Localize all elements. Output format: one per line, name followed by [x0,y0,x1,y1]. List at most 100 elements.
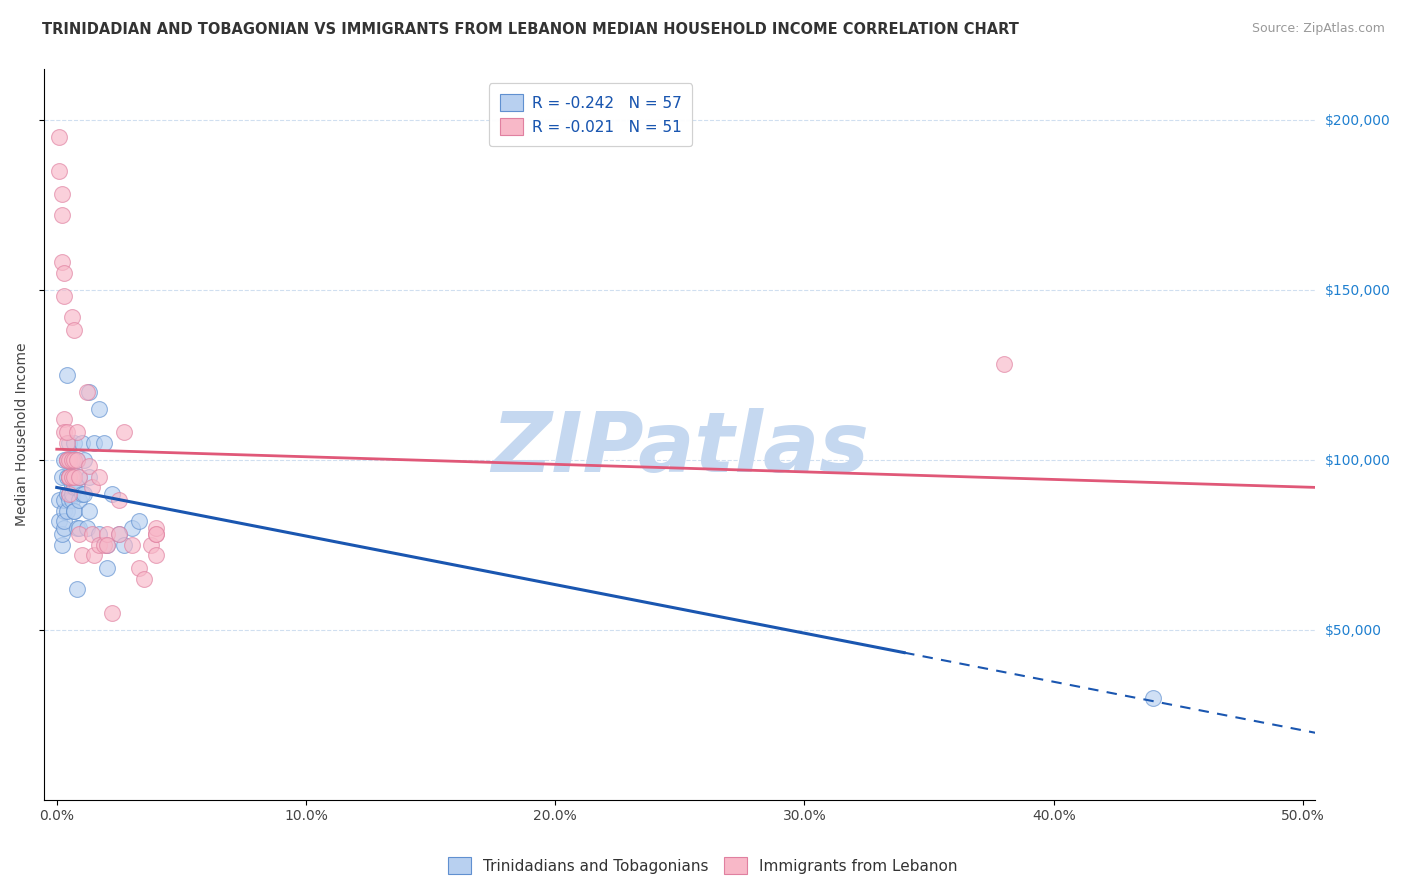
Point [58,452,80,467]
Point [63,503,86,517]
Point [83,548,105,562]
Point [73,452,96,467]
Point [993,358,1015,372]
Point [87,469,110,483]
Point [145,548,167,562]
Point [80,527,103,541]
Point [53,514,76,528]
Text: ZIPatlas: ZIPatlas [491,409,869,490]
Point [66,452,89,467]
Point [51,187,73,202]
Point [66,582,89,596]
Text: Source: ZipAtlas.com: Source: ZipAtlas.com [1251,22,1385,36]
Point [80,480,103,494]
Point [93,538,115,552]
Point [66,452,89,467]
Point [60,452,83,467]
Point [77,459,100,474]
Point [58,435,80,450]
Point [55,452,77,467]
Point [55,452,77,467]
Point [55,503,77,517]
Point [53,452,76,467]
Point [58,486,80,500]
Point [55,486,77,500]
Point [53,425,76,440]
Point [51,208,73,222]
Point [60,469,83,483]
Point [58,469,80,483]
Text: TRINIDADIAN AND TOBAGONIAN VS IMMIGRANTS FROM LEBANON MEDIAN HOUSEHOLD INCOME CO: TRINIDADIAN AND TOBAGONIAN VS IMMIGRANTS… [42,22,1019,37]
Point [60,469,83,483]
Point [108,493,131,508]
Point [100,606,122,620]
Point [77,384,100,399]
Point [63,469,86,483]
Point [83,435,105,450]
Point [121,521,143,535]
Point [58,452,80,467]
Point [53,412,76,426]
Point [112,538,135,552]
Point [76,384,98,399]
Point [112,425,135,440]
Point [93,435,115,450]
Point [121,538,143,552]
Point [128,514,150,528]
Point [73,486,96,500]
Point [67,493,90,508]
Point [51,527,73,541]
Point [51,538,73,552]
Point [77,503,100,517]
Point [53,493,76,508]
Point [58,469,80,483]
Point [58,469,80,483]
Point [60,480,83,494]
Point [63,435,86,450]
Point [67,469,90,483]
Point [96,527,118,541]
Point [48,163,70,178]
Point [53,266,76,280]
Point [66,521,89,535]
Point [87,527,110,541]
Legend: Trinidadians and Tobagonians, Immigrants from Lebanon: Trinidadians and Tobagonians, Immigrants… [441,851,965,880]
Point [53,503,76,517]
Point [55,452,77,467]
Point [70,548,93,562]
Point [51,469,73,483]
Point [48,514,70,528]
Point [63,480,86,494]
Point [77,469,100,483]
Point [67,527,90,541]
Point [96,538,118,552]
Point [66,425,89,440]
Point [48,493,70,508]
Point [67,521,90,535]
Point [51,255,73,269]
Point [60,486,83,500]
Point [60,452,83,467]
Point [141,538,163,552]
Point [96,538,118,552]
Point [60,310,83,324]
Point [58,493,80,508]
Point [63,503,86,517]
Point [60,493,83,508]
Point [100,486,122,500]
Point [67,469,90,483]
Point [1142,690,1164,705]
Point [48,129,70,144]
Point [58,486,80,500]
Point [128,561,150,575]
Point [70,435,93,450]
Point [76,521,98,535]
Point [55,435,77,450]
Point [145,521,167,535]
Point [55,469,77,483]
Point [108,527,131,541]
Point [53,521,76,535]
Point [96,561,118,575]
Point [145,527,167,541]
Point [53,289,76,303]
